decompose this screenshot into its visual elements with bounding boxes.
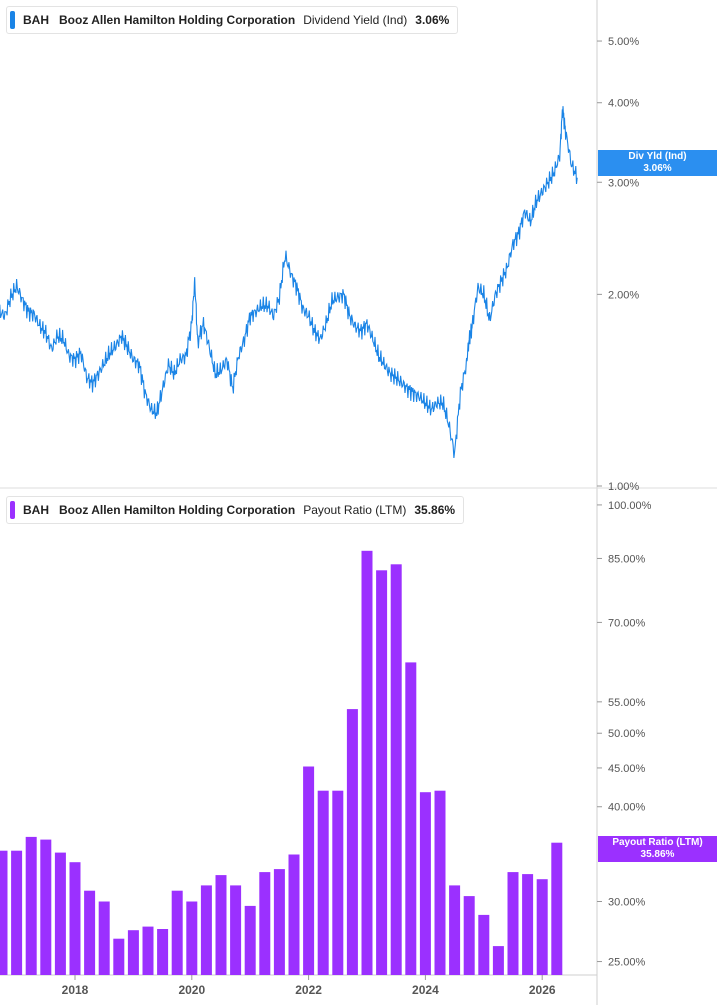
payout-ratio-bar: [215, 875, 227, 975]
payout-ratio-bar: [259, 872, 271, 975]
last-value-tag-payout-ratio: Payout Ratio (LTM) 35.86%: [598, 836, 717, 862]
y-tick-label: 45.00%: [608, 763, 646, 775]
y-tick-label: 2.00%: [608, 289, 639, 301]
payout-ratio-bar: [84, 890, 96, 975]
payout-ratio-bar: [157, 929, 169, 975]
payout-ratio-bar: [98, 901, 110, 975]
payout-ratio-bar: [171, 890, 183, 975]
payout-ratio-bar: [142, 926, 154, 975]
payout-ratio-bar: [361, 550, 373, 975]
y-tick-label: 100.00%: [608, 500, 652, 512]
company-name: Booz Allen Hamilton Holding Corporation: [59, 13, 296, 27]
payout-ratio-bar: [40, 839, 52, 975]
last-value-tag-dividend-yield: Div Yld (Ind) 3.06%: [598, 150, 717, 176]
payout-ratio-bar: [449, 885, 461, 975]
payout-ratio-bar: [317, 790, 329, 975]
payout-ratio-bar: [507, 872, 519, 975]
tag-value: 3.06%: [643, 163, 672, 174]
payout-ratio-bar: [288, 854, 300, 975]
payout-ratio-bar: [419, 792, 431, 975]
y-tick-label: 55.00%: [608, 697, 646, 709]
ticker-label: BAH: [23, 503, 49, 517]
payout-ratio-bar: [113, 938, 125, 975]
metric-value: 3.06%: [415, 13, 450, 27]
y-tick-label: 50.00%: [608, 728, 646, 740]
y-tick-label: 3.00%: [608, 177, 639, 189]
payout-ratio-bar: [346, 709, 358, 975]
y-tick-label: 85.00%: [608, 553, 646, 565]
payout-ratio-bar: [405, 662, 417, 975]
payout-ratio-bar: [230, 885, 242, 975]
y-tick-label: 25.00%: [608, 957, 646, 969]
x-tick-label: 2022: [295, 983, 322, 997]
metric-name: Dividend Yield (Ind): [303, 13, 408, 27]
x-tick-label: 2020: [178, 983, 205, 997]
payout-ratio-bar: [376, 570, 388, 975]
y-tick-label: 70.00%: [608, 617, 646, 629]
legend-dividend-yield[interactable]: BAH Booz Allen Hamilton Holding Corporat…: [6, 6, 459, 34]
payout-ratio-bar: [492, 946, 504, 975]
payout-ratio-bar: [186, 901, 198, 975]
payout-ratio-bar: [434, 790, 446, 975]
payout-ratio-bar: [127, 930, 139, 975]
dividend-yield-line: [0, 106, 578, 459]
y-tick-label: 30.00%: [608, 896, 646, 908]
metric-name: Payout Ratio (LTM): [303, 503, 407, 517]
y-tick-label: 1.00%: [608, 481, 639, 493]
payout-ratio-bar: [303, 766, 315, 975]
tag-label: Div Yld (Ind): [628, 151, 687, 162]
payout-ratio-bar: [390, 564, 402, 975]
payout-ratio-bar: [11, 850, 23, 975]
x-tick-label: 2018: [62, 983, 89, 997]
series-color-swatch: [10, 11, 15, 29]
x-tick-label: 2026: [529, 983, 556, 997]
x-tick-label: 2024: [412, 983, 439, 997]
series-color-swatch: [10, 501, 15, 519]
payout-ratio-bar: [54, 852, 66, 975]
payout-ratio-bar: [536, 879, 548, 975]
tag-label: Payout Ratio (LTM): [612, 837, 703, 848]
metric-value: 35.86%: [414, 503, 456, 517]
company-name: Booz Allen Hamilton Holding Corporation: [59, 503, 296, 517]
payout-ratio-bar: [25, 836, 37, 975]
payout-ratio-bar: [273, 869, 285, 975]
legend-payout-ratio[interactable]: BAH Booz Allen Hamilton Holding Corporat…: [6, 496, 465, 524]
y-tick-label: 5.00%: [608, 36, 639, 48]
payout-ratio-bar: [244, 905, 256, 975]
y-tick-label: 40.00%: [608, 802, 646, 814]
payout-ratio-bar: [478, 914, 490, 975]
ticker-label: BAH: [23, 13, 49, 27]
payout-ratio-bar: [200, 885, 212, 975]
payout-ratio-bar: [0, 850, 8, 975]
payout-ratio-bar: [463, 896, 475, 975]
payout-ratio-bar: [522, 874, 534, 975]
payout-ratio-bar: [69, 862, 81, 975]
payout-ratio-bar: [551, 842, 563, 975]
y-tick-label: 4.00%: [608, 98, 639, 110]
tag-value: 35.86%: [640, 849, 675, 860]
payout-ratio-bar: [332, 790, 344, 975]
